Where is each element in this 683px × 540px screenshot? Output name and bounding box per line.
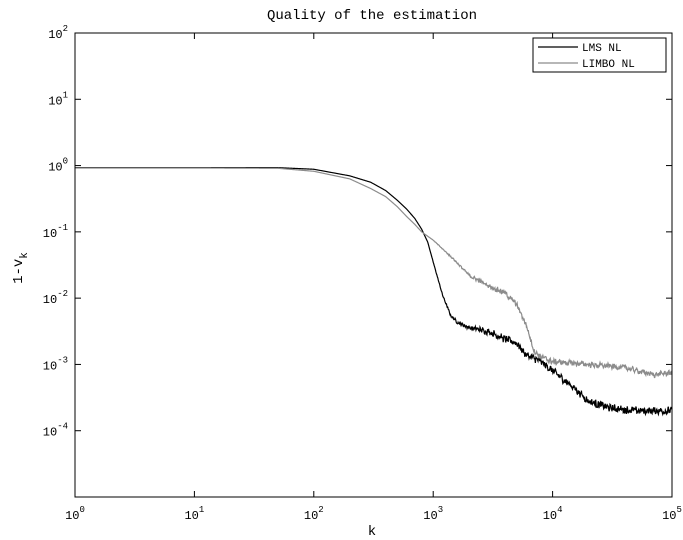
y-tick-label: 101 [48,90,68,108]
x-tick-label: 105 [662,505,682,523]
y-tick-label: 10-1 [43,223,68,241]
legend: LMS NL LIMBO NL [532,37,667,73]
y-axis-label: 1-vk [11,252,31,284]
y-tick-label: 102 [48,24,68,42]
series-line-limbo-nl [75,167,673,379]
x-tick-label: 100 [65,505,85,523]
plot-area [75,167,673,417]
y-axis-label-main: 1-v [11,259,27,284]
y-tick-label: 10-2 [43,289,68,307]
y-tick-label: 100 [48,157,68,175]
x-tick-label: 103 [423,505,443,523]
y-tick-label: 10-3 [43,355,68,373]
y-tick-label: 10-4 [43,422,68,440]
y-axis-label-subscript: k [19,252,31,259]
legend-label-limbo: LIMBO NL [582,59,635,71]
legend-box [532,37,667,73]
x-tick-label: 101 [184,505,204,523]
x-axis-label: k [368,524,376,540]
x-tick-label: 102 [304,505,324,523]
y-axis-ticks: 10-4 10-3 10-2 10-1 100 101 102 [43,24,672,440]
x-axis-ticks: 100 101 102 103 104 105 [65,33,682,523]
plot-frame [74,32,673,498]
legend-label-lms: LMS NL [582,43,622,55]
x-tick-label: 104 [543,505,563,523]
chart-title: Quality of the estimation [267,8,477,24]
series-line-lms-nl [75,167,673,417]
